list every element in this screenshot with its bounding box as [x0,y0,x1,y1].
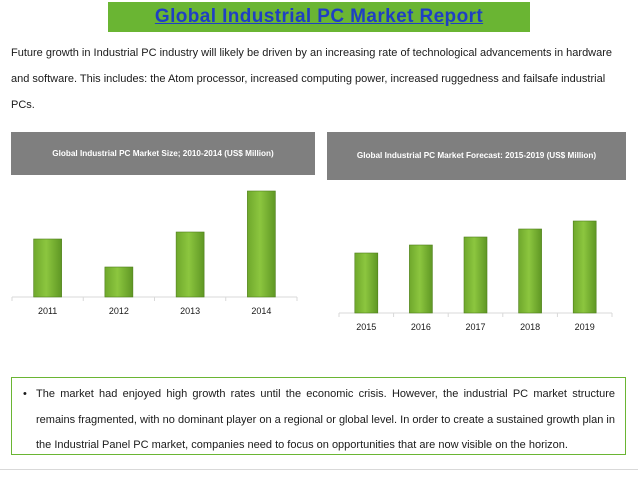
chart-2-bar-2015 [354,252,379,314]
chart-header-market-size: Global Industrial PC Market Size; 2010-2… [11,132,315,175]
summary-text: The market had enjoyed high growth rates… [36,388,615,451]
chart-1-tick-label: 2012 [109,306,129,316]
chart-1-bar-2014 [247,190,276,298]
chart-header-market-forecast: Global Industrial PC Market Forecast: 20… [327,132,626,180]
page-title: Global Industrial PC Market Report [154,6,484,27]
chart-2-bar-2018 [518,228,542,314]
chart-2-tick-label: 2016 [411,322,431,332]
title-banner: Global Industrial PC Market Report [108,2,530,32]
chart-2-tick-label: 2018 [520,322,540,332]
chart-2-tick-label: 2017 [465,322,485,332]
chart-1-bar-2012 [104,266,134,298]
intro-paragraph: Future growth in Industrial PC industry … [11,47,613,111]
chart-2-tick-label: 2019 [575,322,595,332]
chart-1-tick-label: 2011 [38,306,57,316]
summary-box: • The market had enjoyed high growth rat… [11,377,626,455]
chart-2-bar-2017 [463,236,488,314]
chart-2-bar-2019 [572,220,597,314]
chart-1-bar-2013 [175,231,205,298]
chart-1-bar-2011 [33,238,62,298]
chart-2-bar-2016 [409,244,433,314]
chart-1-tick-label: 2014 [251,306,271,316]
chart-1-tick-label: 2013 [180,306,200,316]
chart-2-tick-label: 2015 [356,322,376,332]
footer-divider [0,469,638,470]
bullet-icon: • [23,388,27,400]
